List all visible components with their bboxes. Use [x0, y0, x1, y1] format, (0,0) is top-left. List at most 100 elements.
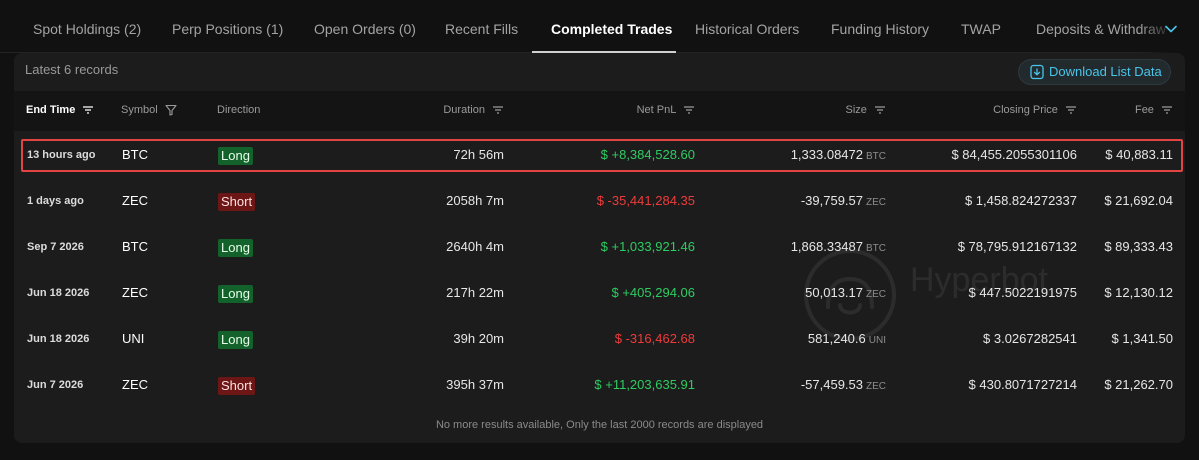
fee-cell: $ 21,692.04 [1104, 193, 1173, 208]
symbol-cell[interactable]: ZEC [122, 193, 148, 208]
fee-cell: $ 40,883.11 [1105, 147, 1173, 162]
tab-twap[interactable]: TWAP [961, 21, 1001, 37]
tab-bar: Spot Holdings (2) Perp Positions (1) Ope… [0, 0, 1199, 53]
col-symbol[interactable]: Symbol [121, 104, 177, 116]
direction-badge: Long [218, 238, 253, 257]
closing-price-cell: $ 430.8071727214 [968, 377, 1077, 392]
end-time-cell: Jun 18 2026 [27, 287, 90, 299]
hyperbot-watermark: Hyperbot [800, 245, 1048, 345]
records-count-label: Latest 6 records [25, 62, 119, 77]
symbol-cell[interactable]: ZEC [122, 285, 148, 300]
tab-perp-positions[interactable]: Perp Positions (1) [172, 21, 284, 37]
sort-icon[interactable] [82, 105, 94, 115]
sort-icon[interactable] [874, 105, 886, 115]
net-pnl-cell: $ +11,203,635.91 [594, 377, 695, 392]
col-symbol-label: Symbol [121, 104, 158, 116]
symbol-cell[interactable]: BTC [122, 147, 148, 162]
sort-icon[interactable] [1161, 105, 1173, 115]
symbol-cell[interactable]: BTC [122, 239, 148, 254]
symbol-cell[interactable]: ZEC [122, 377, 148, 392]
tab-recent-fills[interactable]: Recent Fills [445, 21, 519, 37]
duration-cell: 395h 37m [446, 377, 504, 392]
size-unit: BTC [866, 243, 886, 254]
size-unit: ZEC [866, 197, 886, 208]
table-row[interactable]: Jun 7 2026 ZEC Short 395h 37m $ +11,203,635.… [14, 362, 1185, 408]
direction-cell: Long [218, 316, 253, 362]
download-button-label: Download List Data [1049, 64, 1162, 79]
tab-funding-history[interactable]: Funding History [831, 21, 930, 37]
col-closing-price[interactable]: Closing Price [993, 104, 1077, 116]
end-time-cell: 1 days ago [27, 195, 84, 207]
row-highlight-box [21, 139, 1183, 172]
col-end-time-label: End Time [26, 104, 76, 116]
watermark-text: Hyperbot [910, 261, 1048, 299]
net-pnl-cell: $ +8,384,528.60 [600, 147, 695, 162]
table-row[interactable]: Jun 18 2026 ZEC Long 217h 22m $ +405,294.06 5… [14, 270, 1185, 316]
closing-price-cell: $ 3.0267282541 [983, 331, 1077, 346]
table-header [14, 91, 1185, 131]
duration-cell: 2640h 4m [446, 239, 504, 254]
tabs-fade [1139, 0, 1199, 53]
closing-price-cell: $ 78,795.912167132 [957, 239, 1077, 254]
size-cell: 1,333.08472 BTC [791, 132, 886, 178]
download-icon [1030, 64, 1044, 80]
net-pnl-cell: $ -316,462.68 [614, 331, 695, 346]
size-cell: 50,013.17 ZEC [805, 270, 886, 316]
col-size[interactable]: Size [846, 104, 886, 116]
net-pnl-cell: $ +1,033,921.46 [600, 239, 695, 254]
fee-cell: $ 89,333.43 [1104, 239, 1173, 254]
fee-cell: $ 1,341.50 [1111, 331, 1173, 346]
tab-historical-orders[interactable]: Historical Orders [695, 21, 800, 37]
hyperbot-logo-icon [804, 249, 896, 341]
duration-cell: 217h 22m [446, 285, 504, 300]
col-net-pnl[interactable]: Net PnL [637, 104, 695, 116]
table-row[interactable]: Jun 18 2026 UNI Long 39h 20m $ -316,462.68 58… [14, 316, 1185, 362]
duration-cell: 72h 56m [453, 147, 504, 162]
end-time-cell: Sep 7 2026 [27, 241, 84, 253]
direction-cell: Short [218, 178, 256, 224]
size-value: 50,013.17 [805, 285, 863, 300]
direction-badge: Short [218, 376, 256, 395]
tab-spot-holdings[interactable]: Spot Holdings (2) [33, 21, 142, 37]
size-value: 581,240.6 [807, 331, 866, 346]
col-duration-label: Duration [443, 104, 485, 116]
direction-badge: Short [218, 192, 256, 211]
table-row[interactable]: 13 hours ago BTC Long 72h 56m $ +8,384,528.6… [14, 132, 1185, 178]
sort-icon[interactable] [683, 105, 695, 115]
symbol-cell[interactable]: UNI [122, 331, 145, 346]
size-cell: 581,240.6 UNI [808, 316, 886, 362]
end-time-cell: Jun 7 2026 [27, 379, 84, 391]
size-cell: -39,759.57 ZEC [801, 178, 886, 224]
sort-icon[interactable] [1065, 105, 1077, 115]
col-direction: Direction [217, 104, 261, 116]
size-unit: BTC [866, 151, 886, 162]
net-pnl-cell: $ -35,441,284.35 [596, 193, 695, 208]
closing-price-cell: $ 84,455.2055301106 [951, 147, 1077, 162]
size-unit: ZEC [866, 381, 886, 392]
end-time-cell: 13 hours ago [27, 149, 96, 161]
col-duration[interactable]: Duration [443, 104, 504, 116]
sort-icon[interactable] [492, 105, 504, 115]
col-end-time[interactable]: End Time [26, 104, 94, 116]
duration-cell: 2058h 7m [446, 193, 504, 208]
chevron-down-icon[interactable] [1164, 22, 1178, 36]
size-cell: -57,459.53 ZEC [801, 362, 886, 408]
download-list-data-button[interactable]: Download List Data [1018, 59, 1171, 85]
active-tab-indicator [532, 51, 676, 53]
tab-completed-trades[interactable]: Completed Trades [551, 21, 673, 37]
tab-deposits-withdraw[interactable]: Deposits & Withdraw [1036, 21, 1166, 37]
direction-badge: Long [218, 284, 253, 303]
tab-open-orders[interactable]: Open Orders (0) [314, 21, 416, 37]
col-fee[interactable]: Fee [1135, 104, 1173, 116]
direction-cell: Long [218, 270, 253, 316]
closing-price-cell: $ 447.5022191975 [968, 285, 1077, 300]
table-row[interactable]: 1 days ago ZEC Short 2058h 7m $ -35,441,284.… [14, 178, 1185, 224]
direction-badge: Long [218, 330, 253, 349]
filter-icon[interactable] [165, 104, 177, 116]
col-net-pnl-label: Net PnL [636, 104, 676, 116]
duration-cell: 39h 20m [453, 331, 504, 346]
col-fee-label: Fee [1134, 104, 1154, 116]
size-unit: UNI [868, 335, 886, 346]
col-size-label: Size [845, 104, 867, 116]
table-row[interactable]: Sep 7 2026 BTC Long 2640h 4m $ +1,033,921.46… [14, 224, 1185, 270]
